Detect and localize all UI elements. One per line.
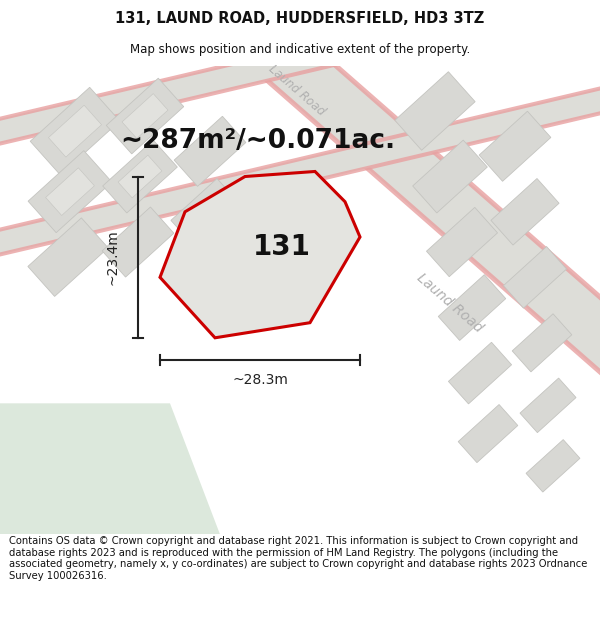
Polygon shape bbox=[46, 168, 94, 216]
Polygon shape bbox=[122, 94, 168, 138]
Polygon shape bbox=[438, 274, 506, 341]
Text: Laund Road: Laund Road bbox=[415, 270, 485, 335]
Polygon shape bbox=[413, 140, 487, 213]
Polygon shape bbox=[235, 52, 600, 552]
Polygon shape bbox=[103, 140, 178, 213]
Polygon shape bbox=[0, 0, 600, 149]
Polygon shape bbox=[102, 207, 174, 277]
Polygon shape bbox=[237, 11, 600, 550]
Polygon shape bbox=[272, 9, 600, 509]
Polygon shape bbox=[395, 72, 475, 150]
Polygon shape bbox=[479, 111, 551, 181]
Text: Laund Road: Laund Road bbox=[266, 63, 328, 119]
Text: Contains OS data © Crown copyright and database right 2021. This information is : Contains OS data © Crown copyright and d… bbox=[9, 536, 587, 581]
Text: 131: 131 bbox=[253, 233, 311, 261]
Polygon shape bbox=[427, 208, 497, 277]
Polygon shape bbox=[520, 378, 576, 432]
Polygon shape bbox=[526, 439, 580, 492]
Polygon shape bbox=[503, 246, 566, 308]
Polygon shape bbox=[0, 0, 600, 148]
Polygon shape bbox=[0, 68, 600, 237]
Polygon shape bbox=[171, 179, 239, 245]
Polygon shape bbox=[174, 116, 246, 186]
Text: 131, LAUND ROAD, HUDDERSFIELD, HD3 3TZ: 131, LAUND ROAD, HUDDERSFIELD, HD3 3TZ bbox=[115, 11, 485, 26]
Polygon shape bbox=[28, 151, 112, 232]
Text: Map shows position and indicative extent of the property.: Map shows position and indicative extent… bbox=[130, 44, 470, 56]
Polygon shape bbox=[448, 342, 512, 404]
Polygon shape bbox=[118, 155, 162, 198]
Polygon shape bbox=[28, 218, 108, 296]
Polygon shape bbox=[49, 105, 101, 157]
Text: ~28.3m: ~28.3m bbox=[232, 373, 288, 387]
Polygon shape bbox=[491, 179, 559, 245]
Polygon shape bbox=[0, 0, 600, 126]
Polygon shape bbox=[458, 404, 518, 462]
Polygon shape bbox=[106, 78, 184, 154]
Polygon shape bbox=[0, 91, 600, 261]
Polygon shape bbox=[160, 171, 360, 338]
Text: ~23.4m: ~23.4m bbox=[105, 229, 119, 285]
Text: ~287m²/~0.071ac.: ~287m²/~0.071ac. bbox=[121, 128, 395, 154]
Polygon shape bbox=[0, 70, 600, 258]
Polygon shape bbox=[512, 314, 572, 372]
Polygon shape bbox=[0, 403, 220, 534]
Polygon shape bbox=[30, 88, 120, 175]
